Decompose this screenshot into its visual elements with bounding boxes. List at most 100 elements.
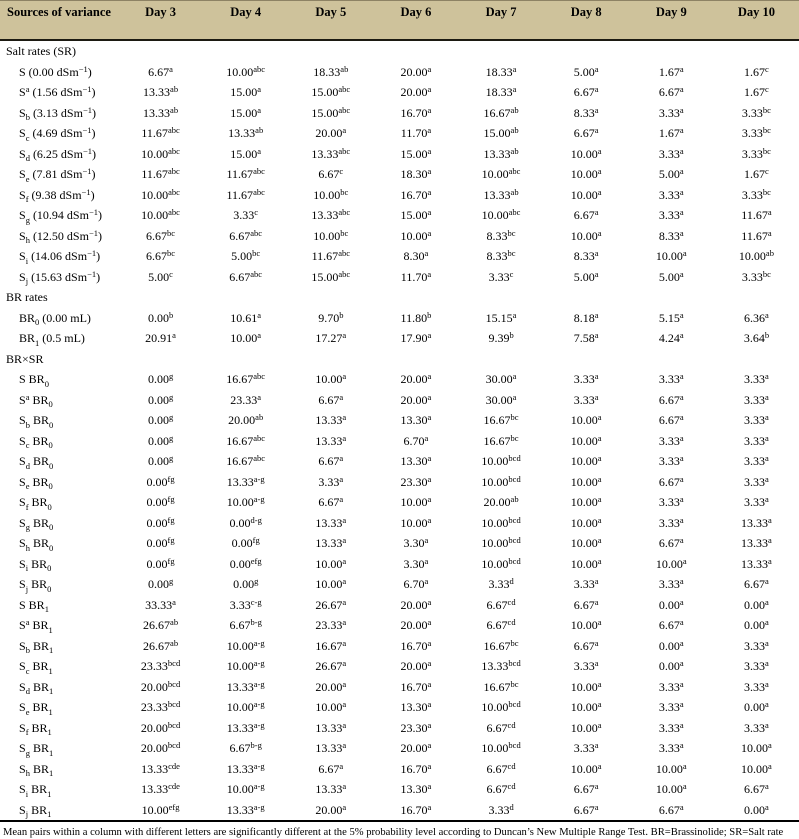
- value-cell: 3.33a: [573, 576, 599, 592]
- superscript: a: [682, 248, 687, 259]
- superscript: c: [339, 166, 344, 177]
- value-cell: 13.33a: [741, 535, 772, 551]
- value-cell: 30.00a: [485, 371, 517, 387]
- superscript: abc: [338, 84, 351, 95]
- table-row: Sh (12.50 dSm−1) 6.67bc 6.67abc 10.00bc 10.0…: [0, 226, 799, 247]
- value-cell: 0.00a: [658, 658, 684, 674]
- value-cell: 6.67c: [318, 166, 344, 182]
- superscript: abc: [253, 186, 265, 197]
- value-cell: 3.33bc: [741, 104, 771, 120]
- value-cell: 0.00a: [658, 596, 684, 612]
- superscript: abc: [253, 453, 266, 464]
- value-cell: 8.33a: [573, 248, 599, 264]
- value-cell: 1.67c: [744, 84, 769, 100]
- value-cell: 13.33bcd: [481, 658, 521, 674]
- value-cell: 13.33ab: [483, 186, 519, 202]
- superscript: c: [254, 207, 259, 218]
- superscript: a: [257, 391, 262, 402]
- superscript: a: [169, 63, 173, 74]
- value-cell: 6.67a: [573, 84, 599, 100]
- section-header-row: BR×SR: [0, 349, 799, 370]
- value-cell: 3.33a: [744, 453, 769, 469]
- superscript: a: [427, 330, 432, 341]
- superscript: a: [427, 166, 432, 177]
- value-cell: 20.00a: [400, 617, 432, 633]
- value-cell: 3.33a: [573, 740, 599, 756]
- superscript: a: [765, 412, 769, 423]
- superscript: a: [765, 453, 769, 464]
- superscript: bc: [762, 268, 771, 279]
- superscript: a: [512, 309, 517, 320]
- superscript: a: [427, 84, 432, 95]
- superscript: g: [168, 391, 174, 402]
- superscript: a: [765, 719, 769, 730]
- value-cell: 20.00ab: [228, 412, 264, 428]
- value-cell: 18.30a: [400, 166, 432, 182]
- superscript: −1: [87, 268, 97, 279]
- value-cell: 8.33a: [658, 227, 684, 243]
- subscript: 1: [48, 768, 54, 779]
- superscript: a: [427, 268, 432, 279]
- value-cell: 6.67a: [658, 801, 684, 817]
- value-cell: 20.00ab: [483, 494, 519, 510]
- value-cell: 10.00a: [315, 699, 347, 715]
- value-cell: 20.00bcd: [140, 719, 181, 735]
- value-cell: 13.30a: [400, 781, 432, 797]
- value-cell: 8.33bc: [486, 248, 516, 264]
- value-cell: 15.00a: [230, 104, 262, 120]
- superscript: a: [594, 658, 599, 669]
- table-row: Sh BR1 13.33cde 13.33a-g 6.67a 16.70a 6.67cd 1…: [0, 759, 799, 780]
- superscript: a: [594, 207, 599, 218]
- value-cell: 20.00a: [315, 801, 347, 817]
- value-cell: 6.67a: [318, 391, 344, 407]
- value-cell: 16.67a: [315, 637, 347, 653]
- superscript: bc: [167, 227, 176, 238]
- value-cell: 13.33a-g: [226, 801, 265, 817]
- subscript: j: [25, 276, 29, 287]
- subscript: 1: [48, 747, 54, 758]
- superscript: a: [597, 494, 602, 505]
- superscript: a: [679, 719, 684, 730]
- superscript: b: [427, 309, 432, 320]
- value-cell: 3.33a: [658, 678, 684, 694]
- value-cell: 10.00a: [741, 760, 772, 776]
- value-cell: 6.67a: [573, 125, 599, 141]
- value-cell: 10.00a: [655, 760, 687, 776]
- subscript: 0: [47, 583, 52, 594]
- superscript: a: [339, 453, 344, 464]
- row-label: Sh (12.50 dSm−1): [19, 227, 102, 246]
- value-cell: 10.00efg: [141, 801, 180, 817]
- value-cell: 3.33a: [573, 658, 599, 674]
- superscript: abc: [253, 63, 266, 74]
- superscript: b-g: [250, 617, 262, 628]
- superscript: a: [765, 309, 769, 320]
- superscript: a: [427, 391, 432, 402]
- superscript: a: [172, 330, 176, 341]
- value-cell: 3.33a: [744, 637, 769, 653]
- superscript: a: [342, 719, 347, 730]
- value-cell: 3.33a: [744, 432, 769, 448]
- subscript: 1: [48, 686, 54, 697]
- value-cell: 3.33bc: [741, 268, 771, 284]
- superscript: abc: [338, 145, 351, 156]
- value-cell: 3.33a: [744, 473, 769, 489]
- table-row: Sd BR1 20.00bcd 13.33a-g 20.00a 16.70a 16.67b…: [0, 677, 799, 698]
- value-cell: 10.00a: [230, 330, 262, 346]
- superscript: a: [512, 84, 517, 95]
- value-cell: 10.00a: [570, 227, 602, 243]
- table-row: Sb BR1 26.67ab 10.00a-g 16.67a 16.70a 16.67bc…: [0, 636, 799, 657]
- row-label: Sb (3.13 dSm−1): [19, 104, 96, 123]
- superscript: abc: [338, 104, 351, 115]
- row-label: BR0 (0.00 mL): [19, 310, 91, 328]
- value-cell: 10.00a: [655, 781, 687, 797]
- superscript: a: [594, 63, 599, 74]
- section-title: BR rates: [6, 290, 48, 305]
- superscript: bc: [252, 248, 261, 259]
- value-cell: 3.33a: [658, 719, 684, 735]
- superscript: a: [172, 596, 176, 607]
- superscript: bcd: [167, 699, 181, 710]
- superscript: a: [679, 740, 684, 751]
- superscript: g: [168, 576, 174, 587]
- superscript: a: [342, 658, 347, 669]
- value-cell: 6.67a: [658, 535, 684, 551]
